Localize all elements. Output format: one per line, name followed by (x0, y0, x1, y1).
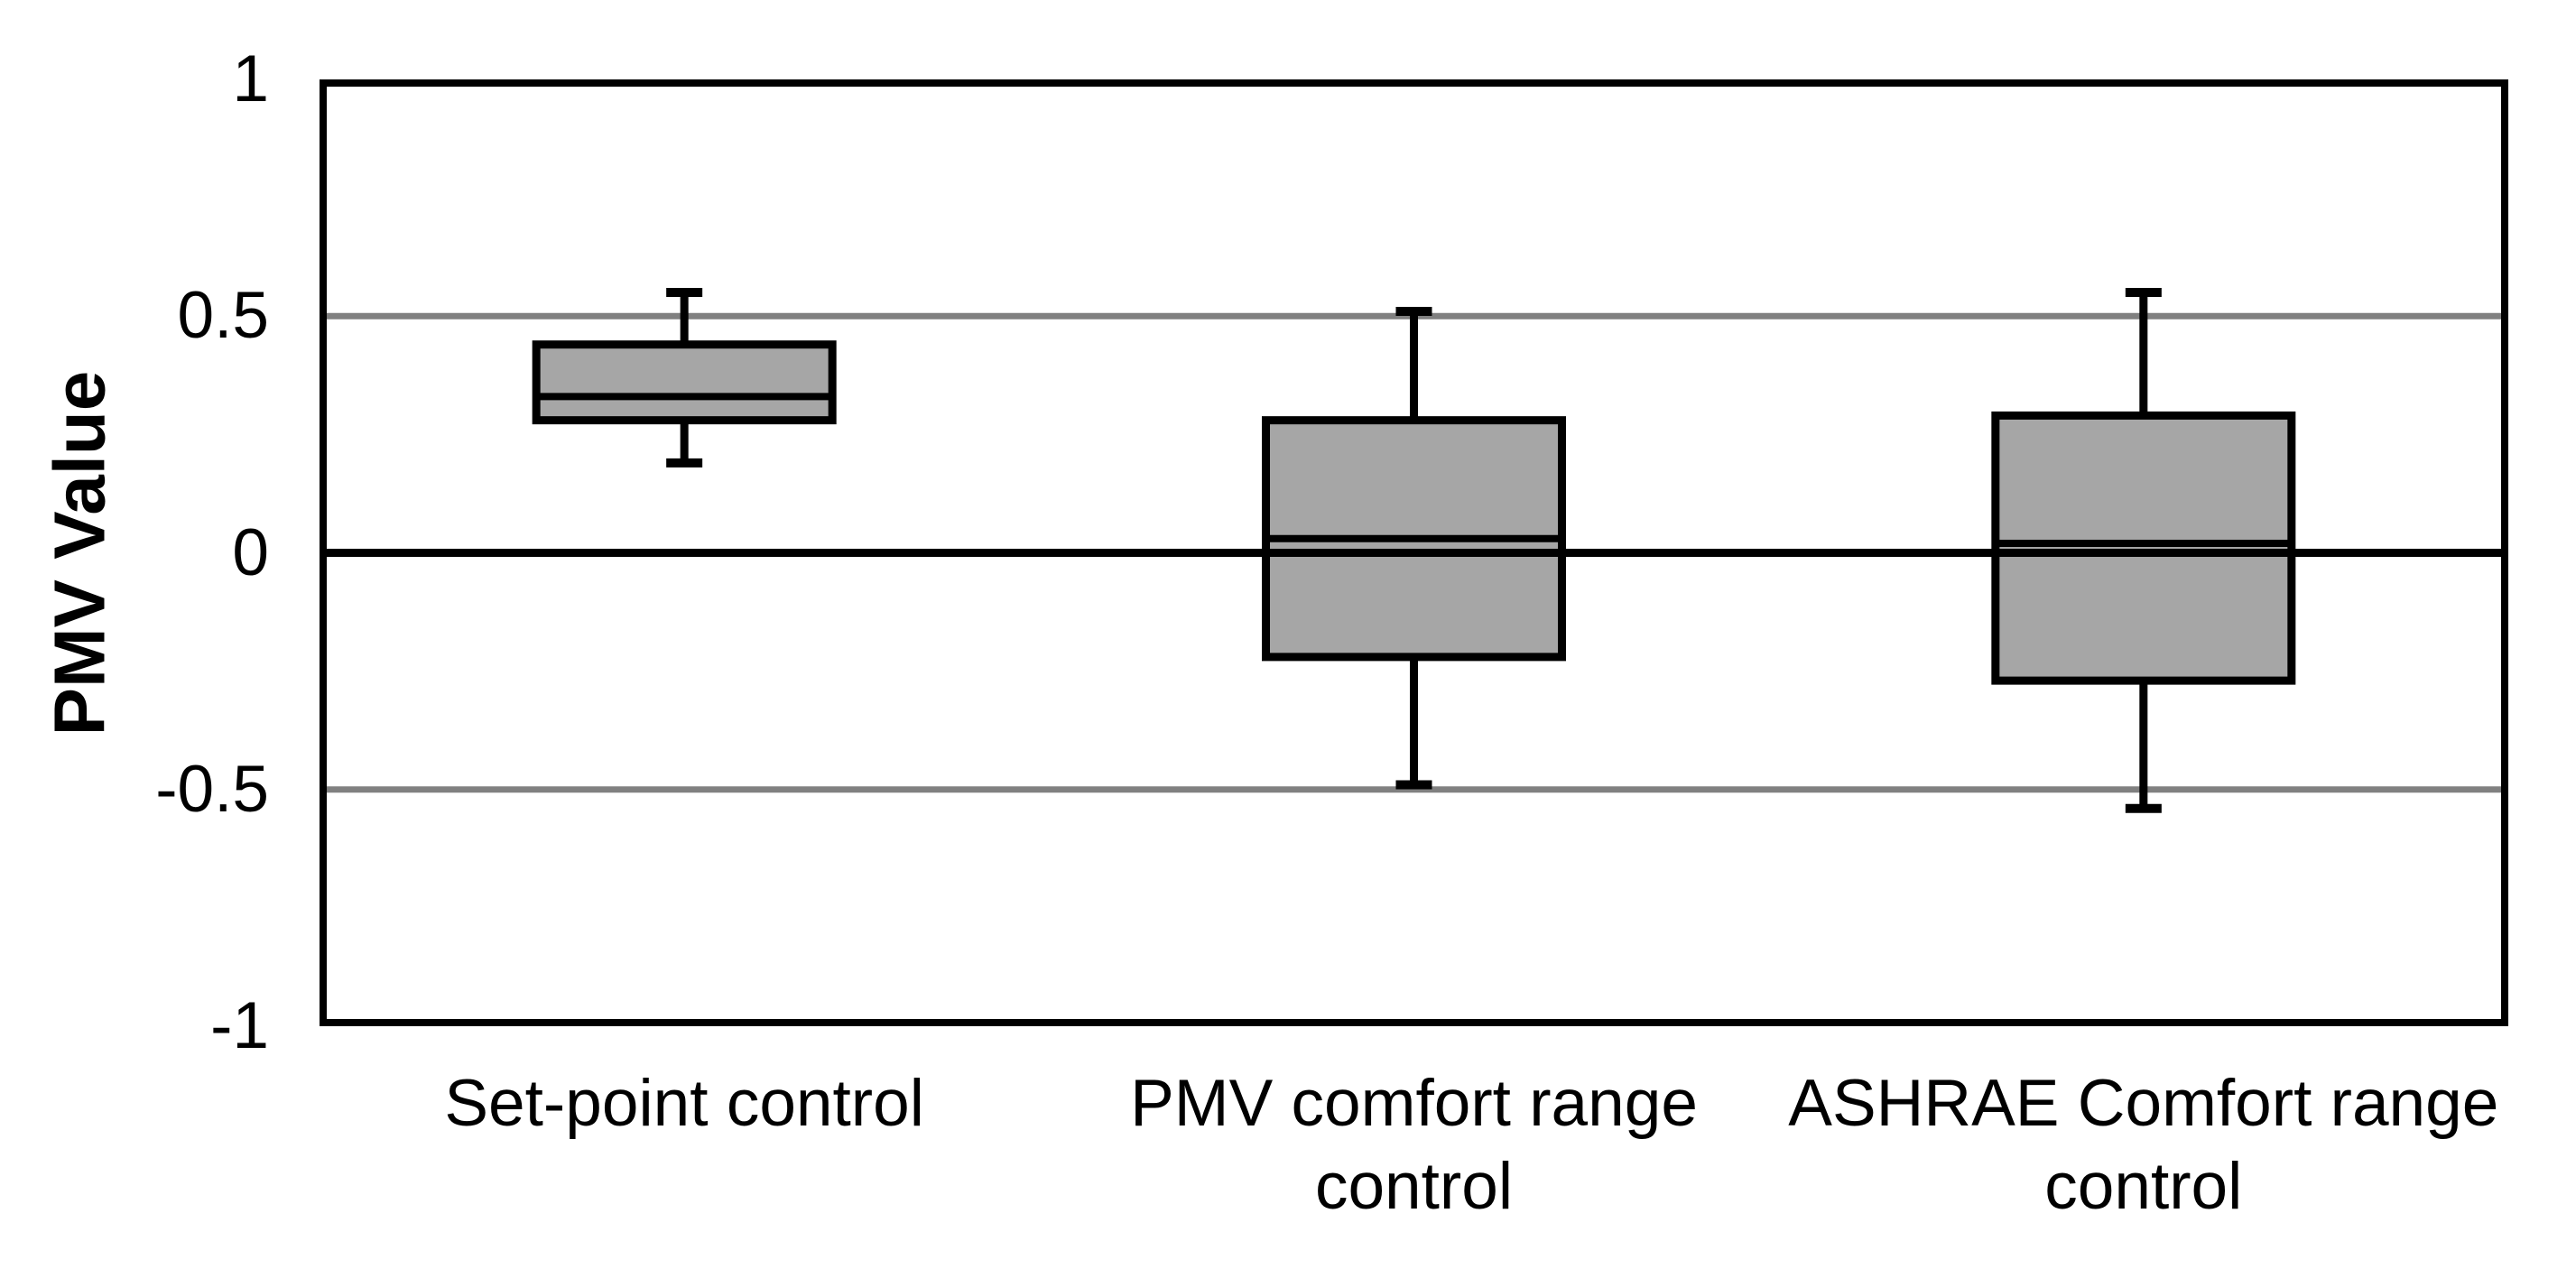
iqr-box (1991, 411, 2296, 685)
x-category-label: Set-point control (444, 1067, 924, 1140)
y-tick-label: 1 (232, 42, 269, 116)
plot-frame (320, 79, 2508, 1026)
y-tick-label: -1 (210, 989, 269, 1062)
y-tick-label: 0 (232, 515, 269, 589)
x-category-label: ASHRAE Comfort range control (1788, 1067, 2499, 1223)
iqr-box (532, 340, 837, 425)
y-tick-label: 0.5 (177, 279, 269, 353)
x-category-label: PMV comfort range control (1130, 1067, 1698, 1223)
y-tick-label: -0.5 (155, 752, 269, 826)
plot-area (320, 79, 2508, 1026)
